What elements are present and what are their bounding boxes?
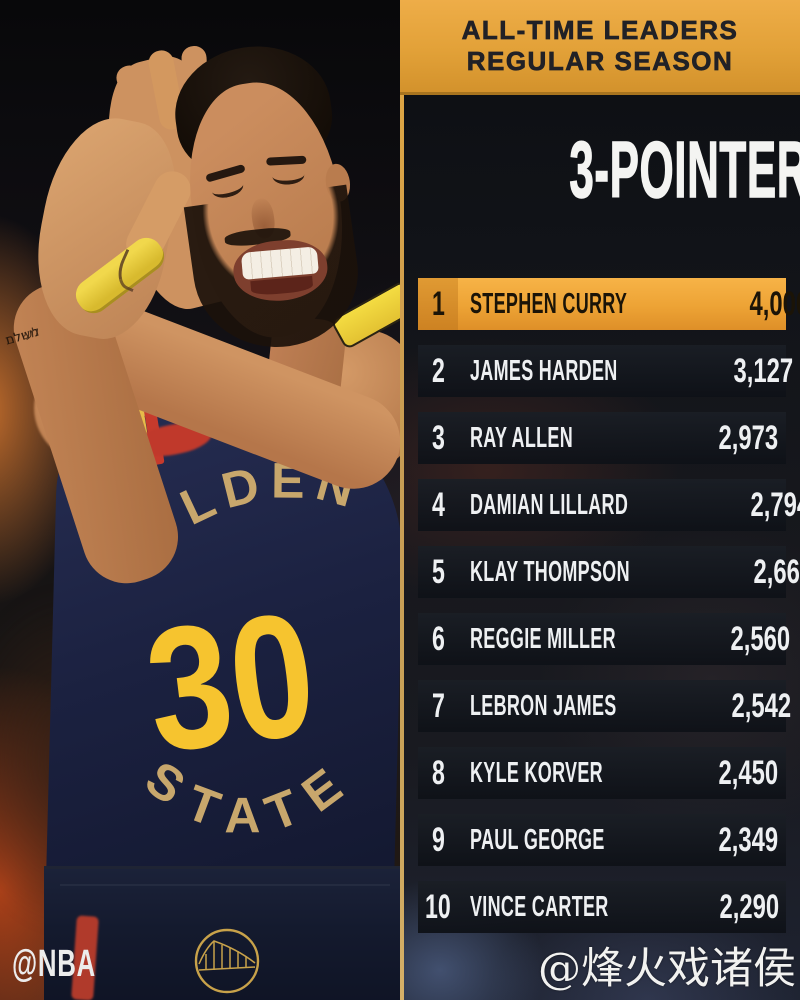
rank-cell: 5 bbox=[431, 552, 445, 591]
player-value: 2,973 bbox=[718, 418, 778, 457]
leaderboard-row: 3 RAY ALLEN 2,973 bbox=[418, 412, 786, 464]
leaderboard-row: 4 DAMIAN LILLARD 2,794 bbox=[418, 479, 800, 531]
rank-cell: 6 bbox=[431, 619, 445, 658]
teeth bbox=[240, 246, 319, 280]
shorts-waistband bbox=[60, 884, 390, 886]
player-name: PAUL GEORGE bbox=[470, 823, 605, 856]
rank-cell: 1 bbox=[418, 278, 458, 330]
rank-cell: 8 bbox=[431, 753, 445, 792]
header-line1: ALL-TIME LEADERS bbox=[461, 15, 739, 46]
rank-cell: 2 bbox=[431, 351, 445, 390]
leaderboard-row: 2 JAMES HARDEN 3,127 bbox=[418, 345, 793, 397]
leaderboard-rows: 1 STEPHEN CURRY 4,000 2 JAMES HARDEN 3,1… bbox=[418, 278, 800, 948]
player-name: JAMES HARDEN bbox=[470, 354, 618, 387]
rank-cell: 9 bbox=[431, 820, 445, 859]
leaderboard-row: 8 KYLE KORVER 2,450 bbox=[418, 747, 786, 799]
player-name: STEPHEN CURRY bbox=[470, 287, 628, 320]
header-line2: REGULAR SEASON bbox=[466, 46, 734, 77]
player-value: 2,349 bbox=[718, 820, 778, 859]
leaderboard-row: 5 KLAY THOMPSON 2,667 bbox=[418, 546, 800, 598]
player-value: 2,794 bbox=[750, 485, 800, 524]
panel-header: ALL-TIME LEADERS REGULAR SEASON bbox=[400, 0, 800, 95]
leaderboard-row: 10 VINCE CARTER 2,290 bbox=[418, 881, 786, 933]
player-value: 4,000 bbox=[749, 284, 800, 323]
nba-watermark: @NBA bbox=[12, 943, 96, 985]
leaderboard-row: 7 LEBRON JAMES 2,542 bbox=[418, 680, 792, 732]
player-name: KYLE KORVER bbox=[470, 756, 603, 789]
author-watermark: @烽火戏诸侯 bbox=[538, 944, 796, 994]
player-name: RAY ALLEN bbox=[470, 421, 574, 454]
leaderboard-panel: ALL-TIME LEADERS REGULAR SEASON 3-POINTE… bbox=[400, 0, 800, 1000]
leaderboard-row: 9 PAUL GEORGE 2,349 bbox=[418, 814, 786, 866]
player-value: 3,127 bbox=[733, 351, 794, 390]
player-name: KLAY THOMPSON bbox=[470, 555, 630, 588]
player-photo: GOLDEN STATE 30 bbox=[0, 0, 400, 1000]
player-value: 2,667 bbox=[753, 552, 800, 591]
mouth-opening bbox=[250, 275, 314, 297]
player-name: LEBRON JAMES bbox=[470, 689, 617, 722]
player-value: 2,542 bbox=[731, 686, 792, 725]
leaderboard-row: 1 STEPHEN CURRY 4,000 bbox=[418, 278, 800, 330]
rank-cell: 3 bbox=[431, 418, 445, 457]
player-value: 2,290 bbox=[719, 887, 779, 926]
player-name: VINCE CARTER bbox=[470, 890, 609, 923]
leaderboard-row: 6 REGGIE MILLER 2,560 bbox=[418, 613, 790, 665]
player-value: 2,450 bbox=[718, 753, 778, 792]
player-name: REGGIE MILLER bbox=[470, 622, 616, 655]
rank-cell: 10 bbox=[425, 887, 451, 926]
player-value: 2,560 bbox=[730, 619, 791, 658]
player-name: DAMIAN LILLARD bbox=[470, 488, 629, 521]
gold-divider bbox=[400, 0, 404, 1000]
rank-cell: 7 bbox=[431, 686, 445, 725]
stat-title: 3-POINTERS MADE bbox=[569, 125, 800, 214]
rank-cell: 4 bbox=[431, 485, 445, 524]
